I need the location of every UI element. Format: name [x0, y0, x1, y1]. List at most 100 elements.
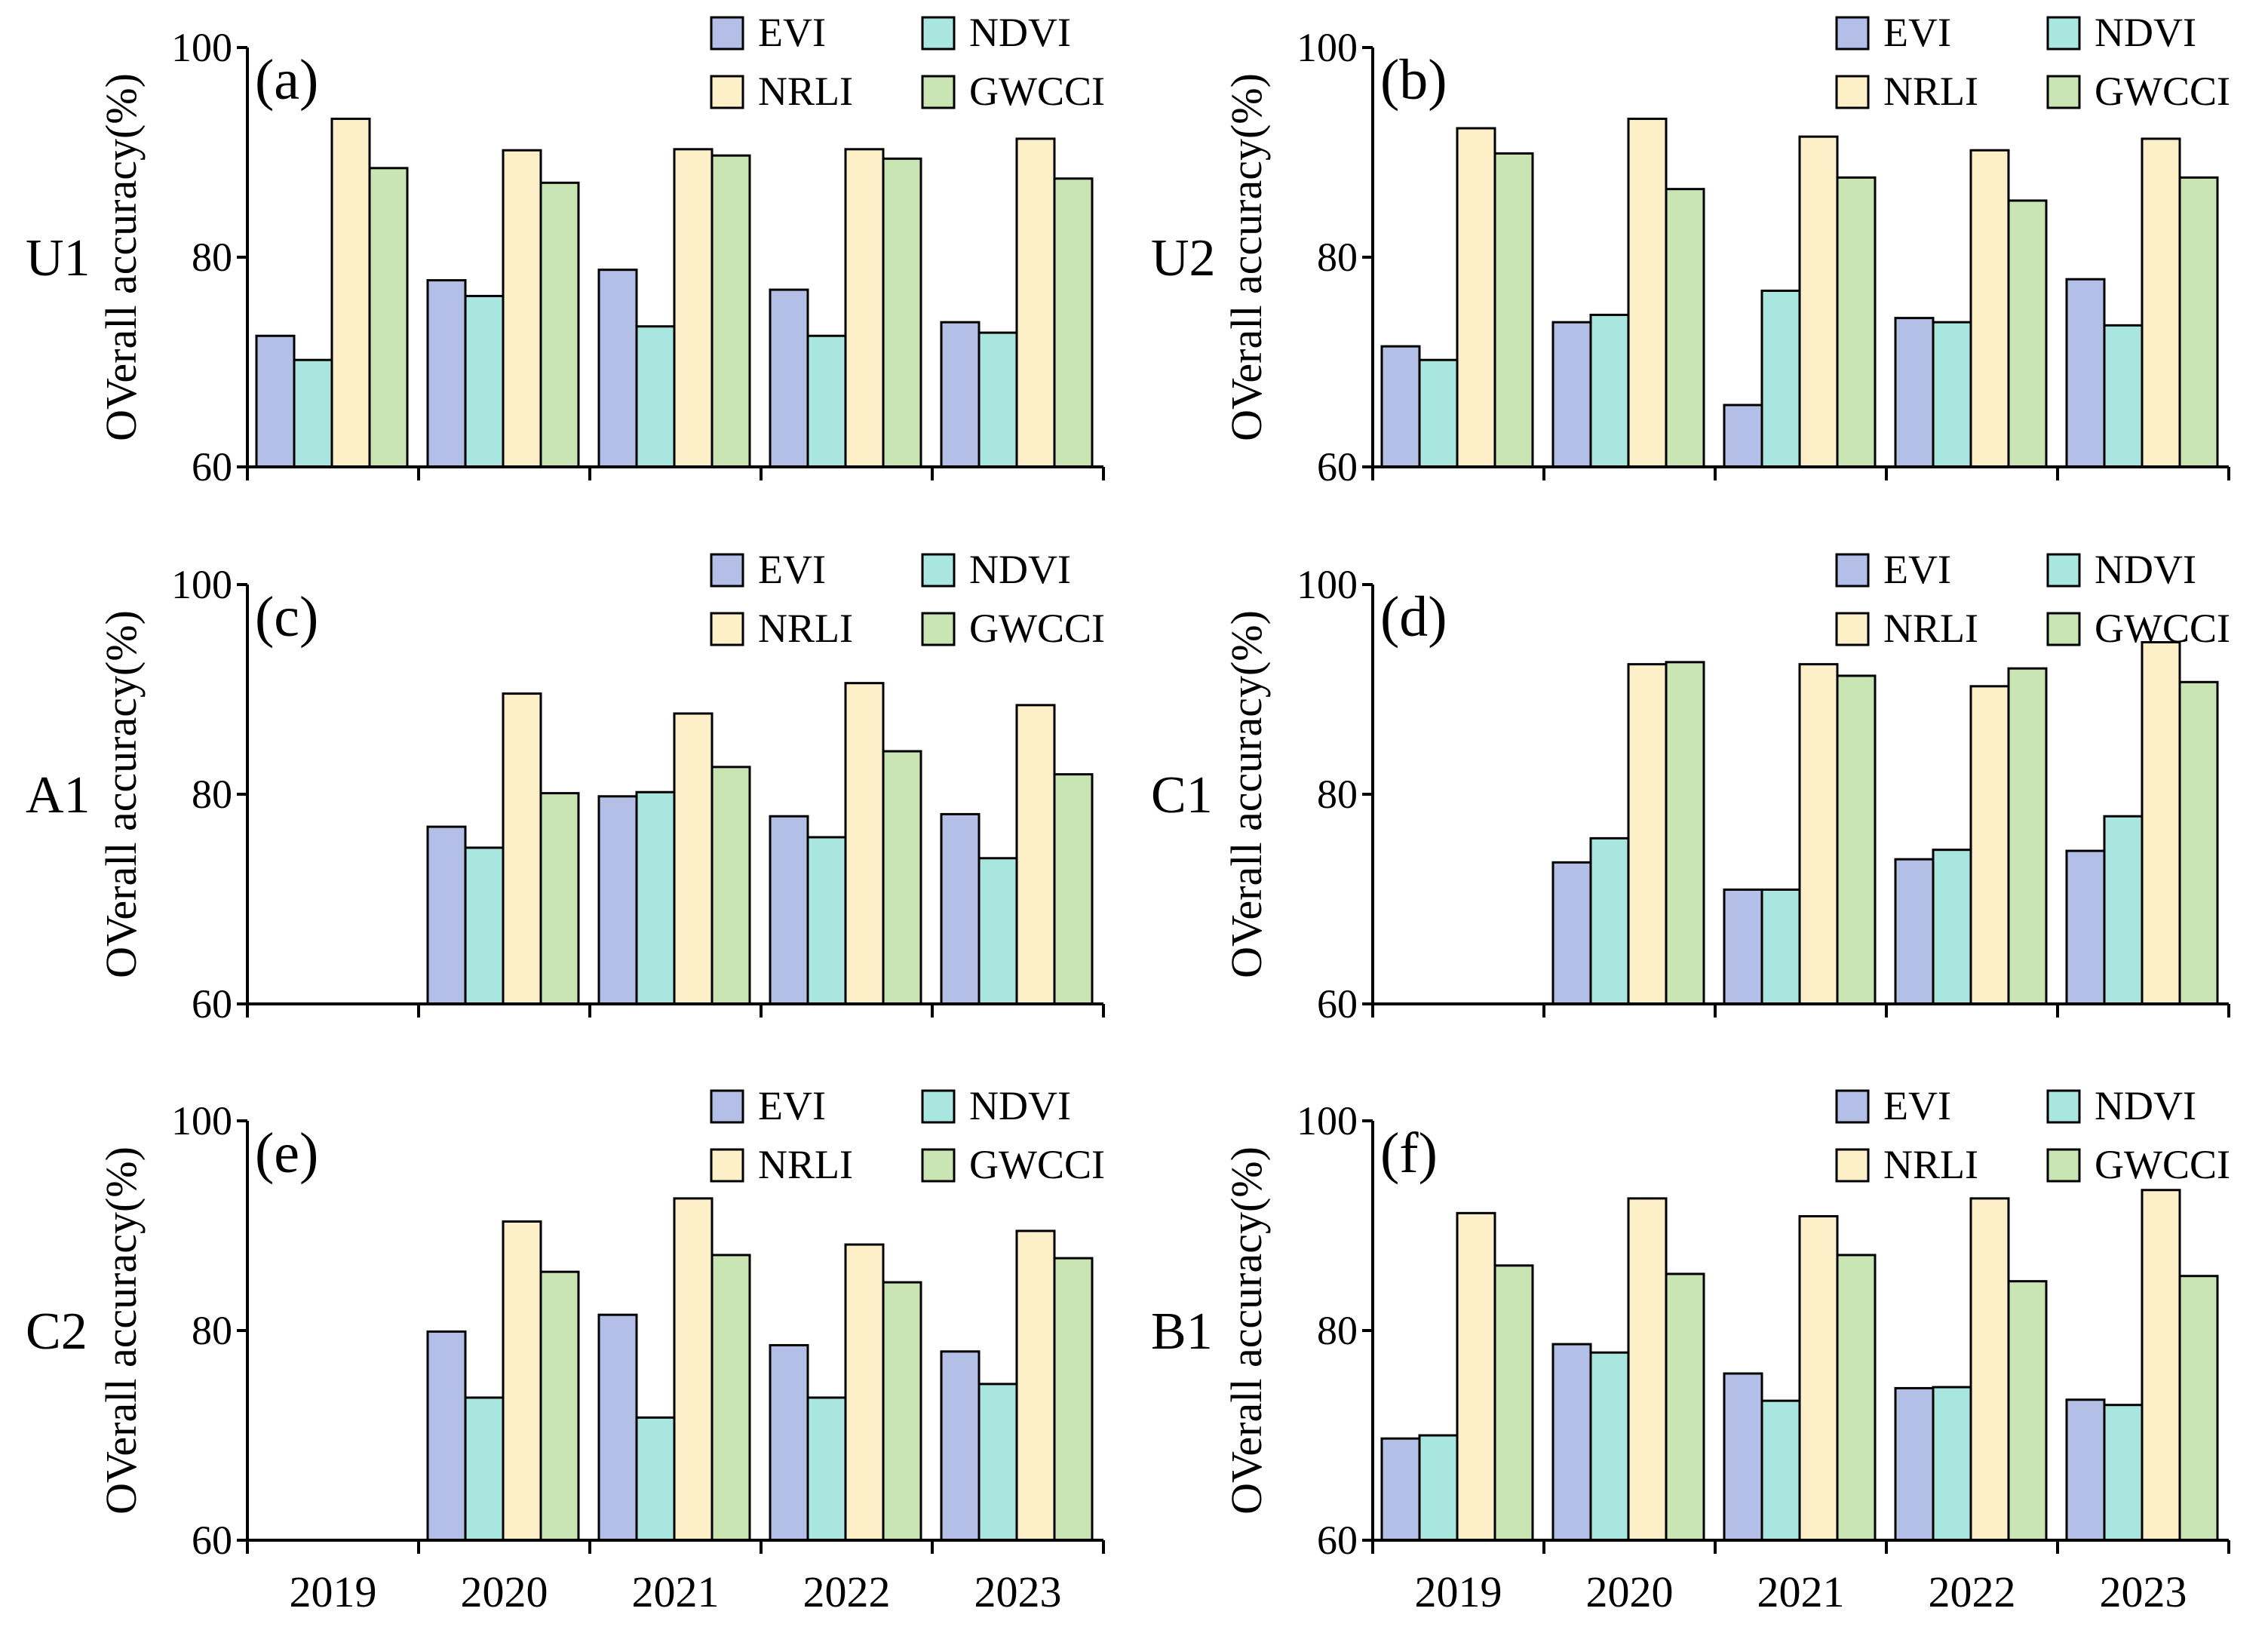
bar-evi-2022 [1894, 1386, 1935, 1542]
bar-ndvi-2019 [1418, 358, 1459, 468]
bar-gwcci-2023 [1053, 177, 1094, 468]
bar-ndvi-2020 [464, 294, 505, 468]
panel-a: 60 80 100 OVerall accuracy(%)U1 (a) EVI NDVI NR… [26, 10, 1105, 490]
legend-swatch-ndvi [921, 553, 956, 588]
panel-label: (c) [255, 585, 318, 649]
bar-gwcci-2022 [2007, 1280, 2048, 1542]
legend-label-ndvi: NDVI [969, 10, 1071, 55]
bar-ndvi-2019 [1418, 1434, 1459, 1542]
x-tick-label-2021: 2021 [632, 1567, 720, 1616]
y-axis-title: OVerall accuracy(%) [1222, 73, 1271, 441]
bar-evi-2022 [1894, 317, 1935, 468]
panel-f: 60 80 100 2019 2020 2021 2022 2023 OVerall accur… [1151, 1083, 2230, 1616]
y-axis-title: OVerall accuracy(%) [1222, 610, 1271, 978]
x-tick-label-2021: 2021 [1757, 1567, 1845, 1616]
bar-evi-2020 [426, 279, 467, 468]
legend-swatch-gwcci [921, 1148, 956, 1183]
legend-label-nrli: NRLI [1883, 606, 1978, 651]
bar-evi-2023 [940, 812, 981, 1005]
x-tick-label-2023: 2023 [2100, 1567, 2187, 1616]
panel-label: (f) [1380, 1122, 1438, 1185]
bar-evi-2023 [2065, 278, 2106, 468]
bar-nrli-2023 [2141, 640, 2181, 1005]
bar-nrli-2022 [844, 682, 885, 1005]
legend-label-ndvi: NDVI [2095, 10, 2196, 55]
legend-swatch-gwcci [921, 75, 956, 109]
bar-gwcci-2021 [1836, 674, 1877, 1005]
bar-ndvi-2022 [806, 334, 847, 468]
y-tick-label: 100 [171, 1098, 232, 1143]
bar-gwcci-2021 [710, 1254, 751, 1542]
y-tick-label: 80 [1317, 1308, 1358, 1353]
bar-gwcci-2021 [1836, 176, 1877, 468]
y-tick-label: 80 [1317, 235, 1358, 280]
x-tick-label-2022: 2022 [803, 1567, 891, 1616]
y-tick-label: 100 [171, 25, 232, 70]
bar-nrli-2019 [1456, 127, 1496, 468]
bar-evi-2020 [1551, 861, 1592, 1005]
bar-gwcci-2023 [1053, 1257, 1094, 1542]
bar-ndvi-2020 [464, 1396, 505, 1542]
y-tick-label: 100 [1297, 562, 1358, 607]
panel-e: 60 80 100 2019 2020 2021 2022 2023 OVerall accur… [26, 1083, 1105, 1616]
x-tick-label-2022: 2022 [1929, 1567, 2016, 1616]
bar-gwcci-2021 [710, 154, 751, 468]
legend-label-ndvi: NDVI [2095, 547, 2196, 592]
bar-evi-2023 [2065, 849, 2106, 1005]
bar-nrli-2023 [2141, 137, 2181, 468]
bar-ndvi-2021 [635, 325, 676, 468]
bar-evi-2020 [1551, 321, 1592, 468]
legend-swatch-gwcci [2046, 612, 2081, 646]
legend-label-gwcci: GWCCI [969, 606, 1105, 651]
region-label: B1 [1151, 1303, 1213, 1361]
y-tick-label: 100 [1297, 1098, 1358, 1143]
bar-nrli-2020 [1627, 1197, 1668, 1542]
bar-nrli-2020 [502, 149, 542, 468]
region-label: A1 [26, 766, 91, 824]
legend-label-evi: EVI [1883, 10, 1951, 55]
y-tick-label: 60 [1317, 1518, 1358, 1563]
y-tick-label: 100 [1297, 25, 1358, 70]
bar-ndvi-2022 [1932, 849, 1972, 1005]
bar-ndvi-2020 [1589, 1351, 1630, 1542]
bar-nrli-2019 [330, 118, 371, 468]
legend-label-gwcci: GWCCI [969, 1142, 1105, 1187]
bar-ndvi-2022 [1932, 321, 1972, 468]
y-axis-title: OVerall accuracy(%) [1222, 1146, 1271, 1515]
bar-ndvi-2023 [2103, 324, 2144, 468]
x-tick-label-2020: 2020 [461, 1567, 548, 1616]
bar-nrli-2023 [1015, 1229, 1056, 1542]
bar-gwcci-2020 [539, 792, 580, 1005]
bar-evi-2021 [1723, 888, 1763, 1005]
bar-evi-2020 [426, 1330, 467, 1542]
bar-gwcci-2022 [882, 157, 922, 468]
bar-nrli-2019 [1456, 1211, 1496, 1542]
bar-nrli-2021 [1798, 663, 1839, 1005]
legend-swatch-nrli [1835, 75, 1870, 109]
legend-swatch-ndvi [921, 16, 956, 51]
bar-nrli-2021 [673, 1197, 714, 1542]
bar-ndvi-2020 [1589, 836, 1630, 1005]
legend-swatch-ndvi [921, 1089, 956, 1124]
bar-ndvi-2023 [2103, 1404, 2144, 1542]
legend-label-gwcci: GWCCI [969, 69, 1105, 114]
bar-ndvi-2020 [1589, 313, 1630, 468]
bar-ndvi-2022 [806, 836, 847, 1005]
bar-ndvi-2021 [1760, 289, 1801, 468]
region-label: U2 [1151, 229, 1216, 287]
legend-label-gwcci: GWCCI [2095, 1142, 2230, 1187]
bar-ndvi-2023 [977, 857, 1018, 1005]
bar-evi-2022 [769, 1343, 809, 1542]
legend-label-gwcci: GWCCI [2095, 606, 2230, 651]
bar-evi-2020 [426, 825, 467, 1005]
bar-ndvi-2021 [635, 790, 676, 1005]
bar-evi-2023 [940, 1350, 981, 1542]
bar-evi-2023 [940, 321, 981, 468]
bar-nrli-2020 [1627, 118, 1668, 468]
legend-label-ndvi: NDVI [2095, 1083, 2196, 1128]
bar-evi-2021 [1723, 1372, 1763, 1542]
panel-label: (e) [255, 1122, 318, 1185]
bar-nrli-2023 [2141, 1189, 2181, 1542]
bar-evi-2021 [1723, 404, 1763, 468]
bar-evi-2022 [769, 815, 809, 1005]
